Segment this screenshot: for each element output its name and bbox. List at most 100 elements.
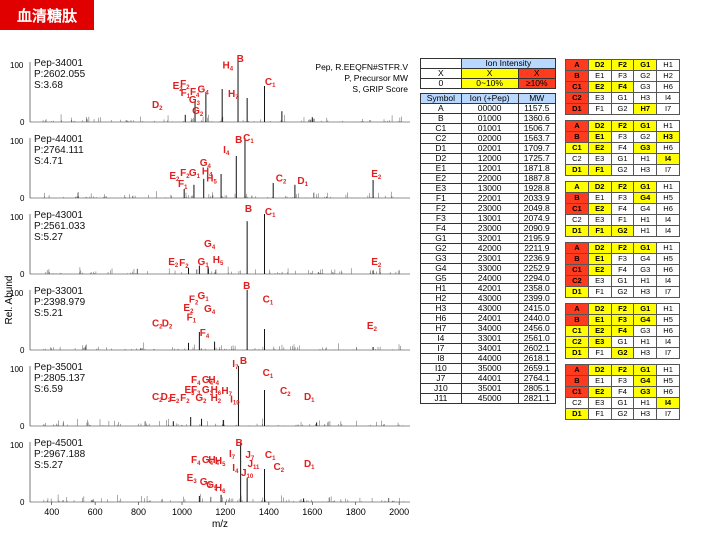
ion-grid-cell: G1 xyxy=(633,120,658,132)
y-tick-bottom: 0 xyxy=(20,346,25,355)
x-tick-label: 1400 xyxy=(259,507,279,517)
ion-grid-cell: I4 xyxy=(656,214,680,226)
ion-grid-cell: D1 xyxy=(565,347,589,359)
table-cell: 2659.1 xyxy=(517,363,557,374)
ion-grid-cell: E2 xyxy=(587,142,612,154)
ion-grid-cell: H1 xyxy=(656,59,680,71)
table-cell: F1 xyxy=(420,193,462,204)
table-cell: 42001 xyxy=(460,283,519,294)
ion-grid-cell: E1 xyxy=(587,314,612,326)
ion-grid-row: C2 E3 F1 H1 I4 xyxy=(565,214,680,226)
peak-label: E2 xyxy=(371,257,382,269)
table-cell: H1 xyxy=(420,283,462,294)
table-cell: 1709.7 xyxy=(517,143,557,154)
ion-row: H3 43000 2415.0 xyxy=(420,303,557,314)
ion-grid-cell: E1 xyxy=(587,253,612,265)
legend-note: P, Precursor MW xyxy=(344,73,408,83)
peak-label: I4 xyxy=(232,463,239,475)
ion-grid-row: A D2 F2 G1 H1 xyxy=(565,242,680,254)
ion-grid-cell: H5 xyxy=(656,192,680,204)
ion-grid-cell: H1 xyxy=(633,214,658,226)
ion-row: H6 24001 2440.0 xyxy=(420,313,557,324)
ion-grid-row: D1 F1 G2 H1 I4 xyxy=(565,225,680,237)
ion-grid-row: C1 E2 F4 G3 H6 xyxy=(565,386,680,398)
y-tick-top: 100 xyxy=(10,61,24,70)
grip-score: S:3.68 xyxy=(34,80,63,91)
y-tick-top: 100 xyxy=(10,213,24,222)
table-cell: 43000 xyxy=(460,303,519,314)
ion-grid-cell: H1 xyxy=(656,120,680,132)
table-cell: 2358.0 xyxy=(517,283,557,294)
ion-grid: A D2 F2 G1 H1 B E1 F3 G4 H5 C1 E2 F4 G3 H6 C2 E3 G1 H1 I4 D1… xyxy=(565,303,680,359)
peak-label: F4 xyxy=(190,87,200,99)
ion-grid-row: D1 F1 G2 H7 I7 xyxy=(565,103,680,115)
ion-grid-row: C1 E2 F4 G3 H6 xyxy=(565,81,680,93)
ion-grid-cell: H6 xyxy=(656,325,680,337)
ion-grid-cell: G2 xyxy=(633,131,658,143)
table-cell xyxy=(420,58,462,69)
peak-label: B xyxy=(240,356,247,367)
table-cell: 35000 xyxy=(460,363,519,374)
ion-grid-cell: G1 xyxy=(633,181,658,193)
ion-grid-cell: G1 xyxy=(610,336,635,348)
ion-grid-cell: G1 xyxy=(633,242,658,254)
table-cell: 44000 xyxy=(460,353,519,364)
table-cell: I10 xyxy=(420,363,462,374)
legend-note: S, GRIP Score xyxy=(352,84,408,94)
ion-grid-cell: H1 xyxy=(633,275,658,287)
ion-grid-cell: B xyxy=(565,131,589,143)
peak-label: F1 xyxy=(181,88,191,100)
peak-label: D2 xyxy=(162,318,173,330)
ion-row: J11 45000 2821.1 xyxy=(420,393,557,404)
table-cell: 2049.8 xyxy=(517,203,557,214)
ion-grid-cell: F1 xyxy=(587,103,612,115)
ion-row: E1 12001 1871.8 xyxy=(420,163,557,174)
precursor-mw: P:2967.188 xyxy=(34,449,86,460)
table-cell: G2 xyxy=(420,243,462,254)
ion-grid-row: C1 E2 F4 G3 H6 xyxy=(565,325,680,337)
table-cell: 33001 xyxy=(460,333,519,344)
peak-label: F1 xyxy=(187,312,197,324)
ion-row: C2 02000 1563.7 xyxy=(420,133,557,144)
peak-label: H5 xyxy=(206,174,217,186)
ion-grid-cell: I4 xyxy=(656,275,680,287)
table-cell: 23000 xyxy=(460,223,519,234)
ion-grid-cell: A xyxy=(565,181,589,193)
table-cell: 34001 xyxy=(460,343,519,354)
peak-label: G2 xyxy=(195,393,207,405)
ion-grid-cell: I7 xyxy=(656,347,680,359)
table-cell: 1887.8 xyxy=(517,173,557,184)
peak-label: F2 xyxy=(180,168,190,180)
ion-grid-cell: F1 xyxy=(610,214,635,226)
peptide-id: Pep-34001 xyxy=(34,58,83,69)
peak-label: G4 xyxy=(200,158,212,170)
table-cell: 0~10% xyxy=(460,78,519,89)
precursor-mw: P:2602.055 xyxy=(34,69,86,80)
ion-grid-row: B E1 F3 G4 H5 xyxy=(565,253,680,265)
table-cell: 2415.0 xyxy=(517,303,557,314)
table-cell: X xyxy=(460,68,519,79)
ion-grid-cell: D1 xyxy=(565,164,589,176)
peak-label: D1 xyxy=(304,459,315,471)
table-cell: 2440.0 xyxy=(517,313,557,324)
peak-label: F4 xyxy=(191,455,201,467)
ion-grid-cell: F2 xyxy=(610,364,635,376)
table-cell: 24000 xyxy=(460,273,519,284)
spectra-chart: 1000Pep-34001P:2602.055S:3.68BH4C1E2F2F1… xyxy=(4,54,410,530)
ion-row: F4 23000 2090.9 xyxy=(420,223,557,234)
page-title: 血清糖肽 xyxy=(0,0,94,30)
table-cell: J11 xyxy=(420,393,462,404)
grip-score: S:6.59 xyxy=(34,384,63,395)
ion-grid-row: C2 E3 G1 H1 I4 xyxy=(565,275,680,287)
ion-grid-cell: C2 xyxy=(565,275,589,287)
ion-grid-cell: H3 xyxy=(633,347,658,359)
ion-grid: A D2 F2 G1 H1 B E1 F3 G4 H5 C1 E2 F4 G3 H6 C2 E3 G1 H1 I4 D1… xyxy=(565,242,680,298)
ion-grids: A D2 F2 G1 H1 B E1 F3 G2 H2 C1 E2 F4 G3 H6 C2 E3 G1 H3 I4 D1… xyxy=(565,59,680,425)
ion-grid-cell: D1 xyxy=(565,286,589,298)
peak-label: J7 xyxy=(245,450,255,462)
ion-row: J7 44001 2764.1 xyxy=(420,373,557,384)
ion-grid-cell: E3 xyxy=(587,397,612,409)
ion-grid-cell: H5 xyxy=(656,375,680,387)
peak-label: E2 xyxy=(173,81,184,93)
ion-grid-row: A D2 F2 G1 H1 xyxy=(565,364,680,376)
